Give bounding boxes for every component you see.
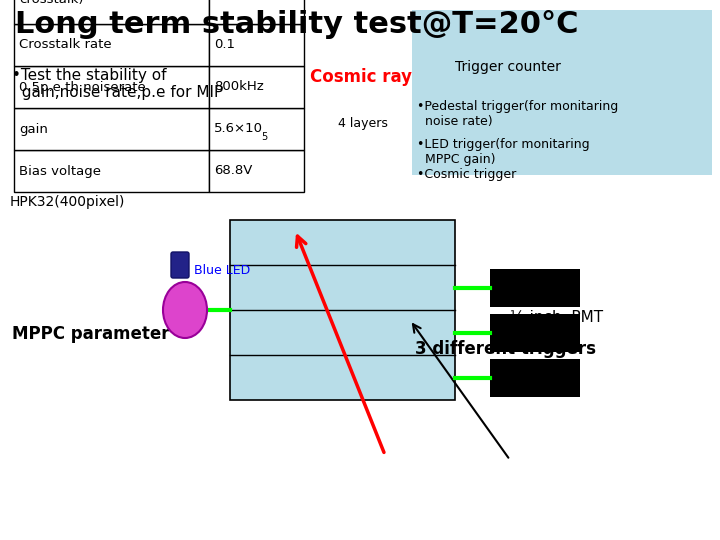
Text: 5.6×10: 5.6×10 [214, 123, 263, 136]
Text: Crosstalk rate: Crosstalk rate [19, 38, 112, 51]
Text: 0.5p.e th noiserate: 0.5p.e th noiserate [19, 80, 145, 93]
Text: •Cosmic trigger: •Cosmic trigger [417, 168, 516, 181]
Text: Effective PDE(including
crosstalk): Effective PDE(including crosstalk) [19, 0, 174, 5]
Bar [14, 24, 209, 66]
Text: MPPC parameter: MPPC parameter [12, 325, 169, 343]
Text: •Pedestal trigger(for monitaring
  noise rate): •Pedestal trigger(for monitaring noise r… [417, 100, 618, 128]
Bar [14, 108, 209, 150]
Text: 4 layers: 4 layers [338, 117, 387, 130]
Text: •Test the stability of
  gain,noise rate,p.e for MIP: •Test the stability of gain,noise rate,p… [12, 68, 223, 100]
Bar [490, 314, 580, 352]
Text: •LED trigger(for monitaring
  MPPC gain): •LED trigger(for monitaring MPPC gain) [417, 138, 590, 166]
Text: 5: 5 [261, 132, 267, 142]
Bar [209, 150, 304, 192]
Text: Trigger counter: Trigger counter [455, 60, 561, 74]
Text: 3 different triggers: 3 different triggers [415, 340, 596, 358]
Bar [412, 10, 712, 175]
Text: 800kHz: 800kHz [214, 80, 264, 93]
Text: Bias voltage: Bias voltage [19, 165, 101, 178]
Text: Blue LED: Blue LED [194, 264, 251, 276]
Text: 0.1: 0.1 [214, 38, 235, 51]
Text: 68.8V: 68.8V [214, 165, 253, 178]
Bar [209, 0, 304, 24]
Bar [490, 268, 580, 307]
Text: ½ inch  PMT: ½ inch PMT [510, 310, 603, 325]
Bar [209, 108, 304, 150]
Text: Cosmic ray: Cosmic ray [310, 68, 412, 86]
Text: gain: gain [19, 123, 48, 136]
Bar [14, 0, 209, 24]
Text: HPK32(400pixel): HPK32(400pixel) [10, 195, 125, 209]
Bar [14, 66, 209, 108]
Bar [230, 220, 455, 400]
FancyBboxPatch shape [171, 252, 189, 278]
Bar [490, 359, 580, 396]
Bar [209, 66, 304, 108]
Bar [209, 24, 304, 66]
Bar [14, 150, 209, 192]
Ellipse shape [163, 282, 207, 338]
Text: Long term stability test@T=20°C: Long term stability test@T=20°C [15, 10, 578, 39]
